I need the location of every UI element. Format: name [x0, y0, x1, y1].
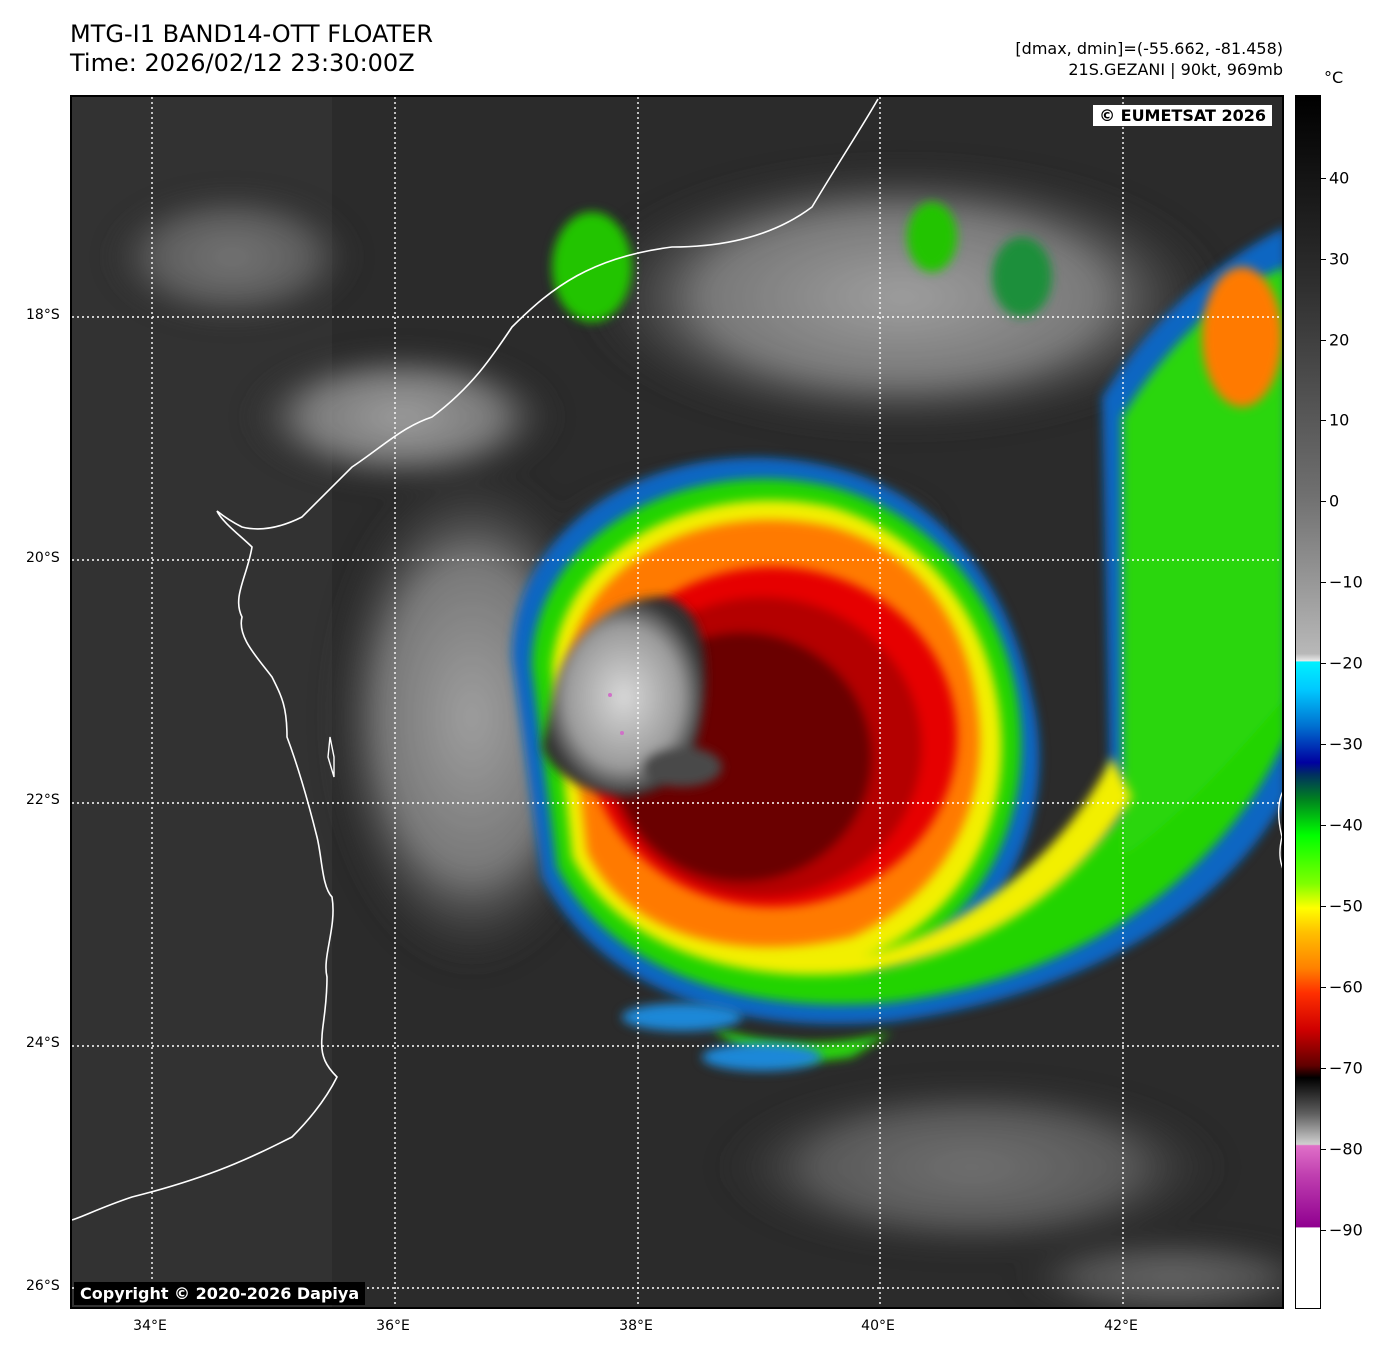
lon-label-36e: 36°E: [376, 1318, 410, 1334]
info-storm: 21S.GEZANI | 90kt, 969mb: [1068, 60, 1283, 79]
satellite-map[interactable]: © EUMETSAT 2026 Copyright © 2020-2026 Da…: [70, 95, 1284, 1309]
colorbar-tick-0: 0: [1329, 491, 1340, 511]
title-line-1: MTG-I1 BAND14-OTT FLOATER: [70, 20, 434, 48]
copyright-notice: Copyright © 2020-2026 Dapiya: [74, 1282, 366, 1305]
graticule: [72, 97, 1282, 1307]
colorbar-tick-minus10: −10: [1329, 572, 1363, 592]
lat-label-18s: 18°S: [26, 307, 60, 323]
satellite-imagery: [72, 97, 1282, 1307]
colorbar-tick-minus60: −60: [1329, 977, 1363, 997]
info-range: [dmax, dmin]=(-55.662, -81.458): [1015, 39, 1283, 58]
colorbar-tick-minus20: −20: [1329, 653, 1363, 673]
colorbar-tick-10: 10: [1329, 410, 1350, 430]
storm-info: [dmax, dmin]=(-55.662, -81.458) 21S.GEZA…: [1015, 38, 1283, 80]
lon-label-34e: 34°E: [133, 1318, 167, 1334]
colorbar-tick-minus90: −90: [1329, 1220, 1363, 1240]
chart-title: MTG-I1 BAND14-OTT FLOATER Time: 2026/02/…: [70, 20, 433, 78]
colorbar-tick-20: 20: [1329, 330, 1350, 350]
lat-label-24s: 24°S: [26, 1035, 60, 1051]
colorbar-tick-40: 40: [1329, 168, 1350, 188]
lon-label-42e: 42°E: [1104, 1318, 1138, 1334]
colorbar-tick-minus50: −50: [1329, 896, 1363, 916]
colorbar-tick-minus40: −40: [1329, 815, 1363, 835]
colorbar-tick-minus30: −30: [1329, 734, 1363, 754]
lon-label-38e: 38°E: [619, 1318, 653, 1334]
colorbar: [1295, 95, 1321, 1309]
lon-label-40e: 40°E: [861, 1318, 895, 1334]
colorbar-unit: °C: [1324, 68, 1344, 87]
lat-label-26s: 26°S: [26, 1278, 60, 1294]
eumetsat-credit: © EUMETSAT 2026: [1093, 105, 1272, 126]
colorbar-tick-minus70: −70: [1329, 1058, 1363, 1078]
colorbar-tick-minus80: −80: [1329, 1139, 1363, 1159]
title-line-2: Time: 2026/02/12 23:30:00Z: [70, 49, 415, 77]
lat-label-20s: 20°S: [26, 550, 60, 566]
colorbar-tick-30: 30: [1329, 249, 1350, 269]
lat-label-22s: 22°S: [26, 792, 60, 808]
